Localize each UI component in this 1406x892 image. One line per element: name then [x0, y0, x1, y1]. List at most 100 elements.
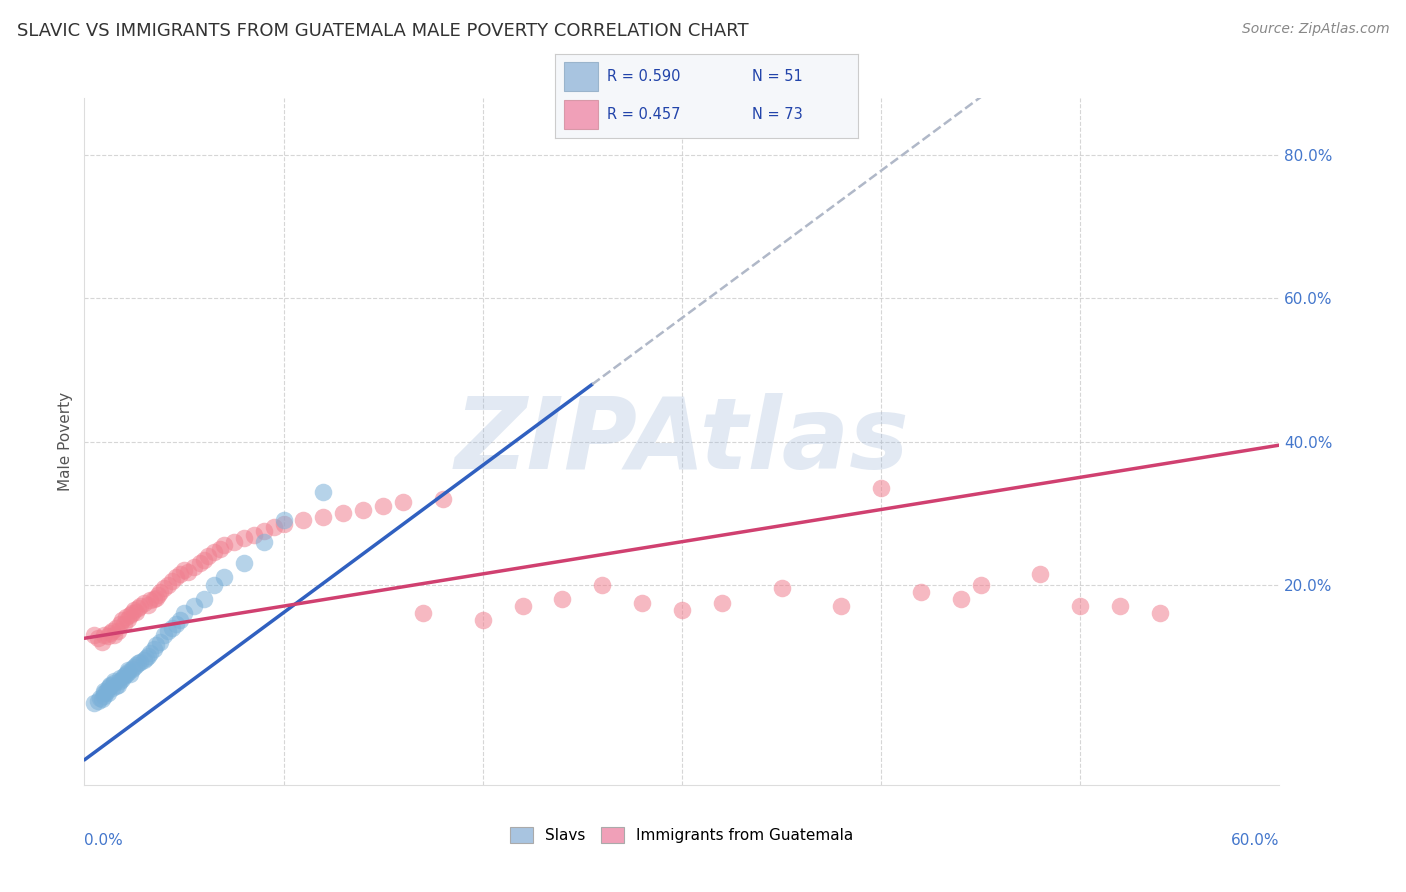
Point — [107, 624, 129, 639]
Point — [222, 534, 245, 549]
Point — [169, 614, 191, 628]
Point — [117, 665, 139, 679]
Text: R = 0.590: R = 0.590 — [607, 69, 681, 84]
Point — [115, 610, 138, 624]
Point — [111, 672, 134, 686]
Point — [98, 679, 121, 693]
Point — [149, 635, 172, 649]
Point — [136, 598, 159, 612]
Point — [232, 556, 254, 570]
Point — [202, 545, 225, 559]
Point — [83, 696, 105, 710]
Point — [98, 678, 121, 692]
Point — [87, 693, 110, 707]
Point — [212, 538, 235, 552]
Point — [183, 559, 205, 574]
Point — [591, 577, 613, 591]
Point — [103, 674, 125, 689]
Point — [312, 484, 335, 499]
Point — [153, 628, 176, 642]
Point — [273, 513, 295, 527]
Point — [183, 599, 205, 613]
Point — [143, 591, 166, 606]
Point — [97, 686, 120, 700]
Point — [949, 591, 972, 606]
FancyBboxPatch shape — [564, 100, 598, 129]
Point — [412, 607, 434, 621]
Point — [373, 499, 395, 513]
Point — [432, 491, 454, 506]
Point — [212, 570, 235, 584]
Point — [103, 628, 125, 642]
Point — [870, 481, 893, 495]
Point — [232, 531, 254, 545]
Point — [121, 662, 143, 676]
Y-axis label: Male Poverty: Male Poverty — [58, 392, 73, 491]
Text: N = 73: N = 73 — [752, 107, 803, 122]
Point — [173, 563, 195, 577]
Point — [97, 681, 120, 696]
Point — [910, 584, 932, 599]
Point — [332, 506, 354, 520]
Point — [93, 689, 115, 703]
Point — [101, 681, 124, 696]
Point — [135, 650, 157, 665]
Point — [132, 595, 156, 609]
Point — [392, 495, 415, 509]
Point — [193, 591, 215, 606]
Point — [631, 595, 654, 609]
Point — [93, 686, 115, 700]
Point — [101, 624, 124, 639]
Point — [671, 602, 693, 616]
Point — [352, 502, 374, 516]
Point — [112, 669, 135, 683]
Point — [98, 626, 121, 640]
Point — [149, 584, 172, 599]
Point — [103, 676, 125, 690]
Point — [153, 581, 176, 595]
Point — [117, 612, 139, 626]
Point — [202, 577, 225, 591]
Point — [87, 632, 110, 646]
Point — [830, 599, 852, 613]
Point — [107, 678, 129, 692]
Point — [770, 581, 793, 595]
Text: 60.0%: 60.0% — [1232, 833, 1279, 848]
Point — [197, 549, 219, 563]
Point — [146, 588, 169, 602]
Point — [160, 574, 183, 588]
FancyBboxPatch shape — [564, 62, 598, 91]
Point — [208, 541, 231, 556]
Point — [105, 679, 128, 693]
Point — [1149, 607, 1171, 621]
Point — [242, 527, 264, 541]
Point — [157, 577, 180, 591]
Point — [120, 607, 142, 622]
Point — [471, 614, 494, 628]
Point — [110, 674, 132, 689]
Point — [169, 566, 191, 581]
Point — [125, 657, 148, 672]
Point — [165, 570, 187, 584]
Point — [89, 690, 111, 705]
Point — [93, 683, 115, 698]
Point — [143, 642, 166, 657]
Point — [263, 520, 285, 534]
Point — [91, 635, 114, 649]
Point — [117, 664, 139, 678]
Point — [122, 660, 145, 674]
Point — [273, 516, 295, 531]
Text: SLAVIC VS IMMIGRANTS FROM GUATEMALA MALE POVERTY CORRELATION CHART: SLAVIC VS IMMIGRANTS FROM GUATEMALA MALE… — [17, 22, 748, 40]
Legend: Slavs, Immigrants from Guatemala: Slavs, Immigrants from Guatemala — [505, 822, 859, 849]
Point — [93, 628, 115, 642]
Point — [139, 593, 162, 607]
Point — [145, 639, 167, 653]
Point — [120, 667, 142, 681]
Point — [96, 685, 118, 699]
Text: ZIPAtlas: ZIPAtlas — [454, 393, 910, 490]
Point — [1029, 566, 1052, 581]
Point — [91, 692, 114, 706]
Text: 0.0%: 0.0% — [84, 833, 124, 848]
Point — [193, 552, 215, 566]
Point — [173, 607, 195, 621]
